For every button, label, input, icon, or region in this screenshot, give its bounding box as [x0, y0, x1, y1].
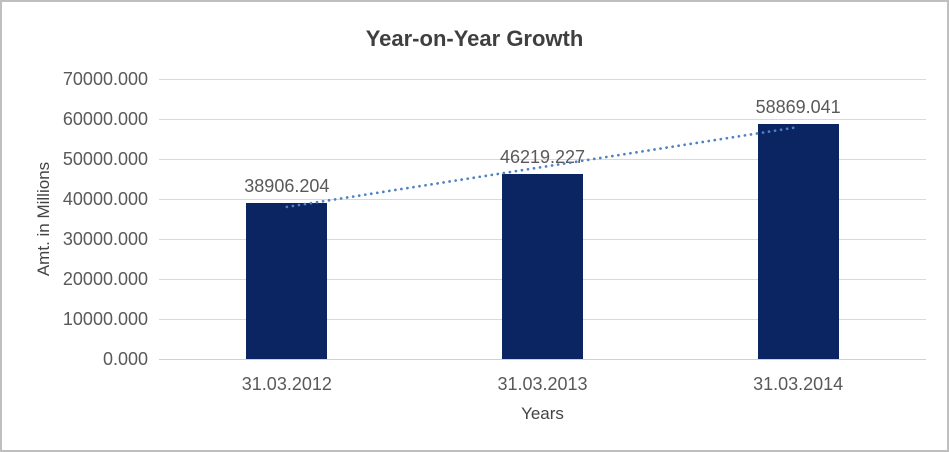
- y-axis-tick-label: 30000.000: [62, 229, 148, 249]
- y-axis-tick-label: 50000.000: [62, 149, 148, 169]
- x-axis-category-label: 31.03.2012: [241, 374, 332, 394]
- x-axis-category-label: 31.03.2014: [753, 374, 844, 394]
- y-axis-tick-label: 40000.000: [62, 189, 148, 209]
- y-axis-tick-label: 10000.000: [62, 309, 148, 329]
- chart-title: Year-on-Year Growth: [365, 26, 584, 51]
- y-axis-tick-label: 20000.000: [62, 269, 148, 289]
- x-axis-title: Years: [521, 404, 564, 423]
- gridline: [159, 79, 926, 80]
- y-axis-tick-label: 60000.000: [62, 109, 148, 129]
- y-axis-title: Amt. in Millions: [34, 161, 53, 277]
- x-axis-line: [159, 359, 926, 360]
- y-axis-tick-label: 0.000: [102, 349, 148, 369]
- x-axis-category-label: 31.03.2013: [497, 374, 588, 394]
- data-label: 38906.204: [244, 176, 330, 197]
- data-label: 46219.227: [499, 147, 586, 168]
- bar-31.03.2014: [757, 123, 839, 359]
- bar-31.03.2013: [502, 174, 583, 359]
- y-axis-tick-label: 70000.000: [62, 69, 148, 89]
- gridline: [159, 119, 926, 120]
- data-label: 58869.041: [755, 96, 841, 117]
- bar-31.03.2012: [246, 203, 328, 359]
